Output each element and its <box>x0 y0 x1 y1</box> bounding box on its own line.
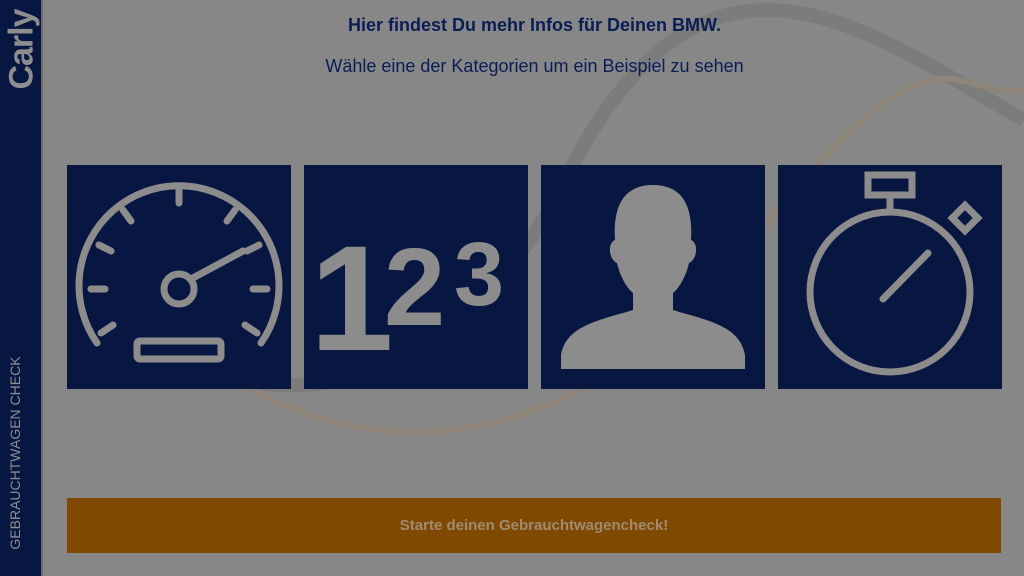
category-tile-numbers[interactable]: 1 2 3 <box>304 165 528 389</box>
svg-text:3: 3 <box>454 225 504 325</box>
category-tile-stopwatch[interactable] <box>778 165 1002 389</box>
person-icon <box>561 185 745 369</box>
page-title: Hier findest Du mehr Infos für Deinen BM… <box>347 15 722 35</box>
svg-text:2: 2 <box>384 226 445 349</box>
numbers-123-icon: 1 2 3 <box>310 214 504 382</box>
stopwatch-icon <box>806 171 983 376</box>
category-tile-speedometer[interactable] <box>67 165 291 389</box>
speedometer-icon <box>75 182 283 363</box>
start-check-button[interactable]: Starte deinen Gebrauchtwagencheck! <box>67 498 1001 553</box>
sidebar-label: GEBRAUCHTWAGEN CHECK <box>7 356 23 550</box>
svg-text:1: 1 <box>310 214 393 382</box>
category-tile-person[interactable] <box>541 165 765 389</box>
page-subtitle: Wähle eine der Kategorien um ein Beispie… <box>325 56 744 76</box>
sidebar: Carly GEBRAUCHTWAGEN CHECK <box>0 0 43 576</box>
carly-logo: Carly <box>2 9 41 90</box>
